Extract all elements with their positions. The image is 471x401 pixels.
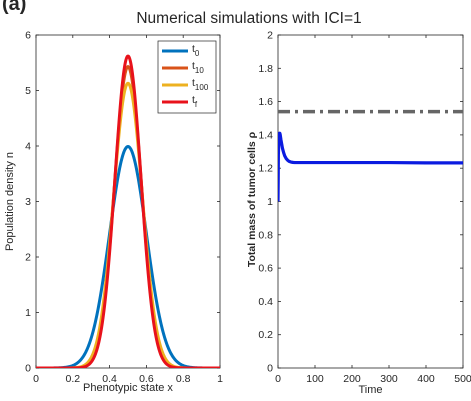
legend-label-subscript: 10 [195,66,204,75]
chart-0-xtick-label: 0.6 [139,373,154,385]
right-chart: 0 100 200 300 400 500 0 0.2 0.4 0.6 0.8 1 1.2 1.4 1.6 1… [246,30,471,397]
mass-line [278,131,463,202]
chart-1-ytick-label: 1.2 [258,163,273,175]
legend-label-t0: t0 [192,43,200,58]
chart-1-axes-box [277,34,464,369]
chart-0-ytick-label: 6 [25,30,31,42]
chart-1-ytick-label: 0 [267,363,273,375]
legend-label-base: t [192,77,195,89]
legend-label-t100: t100 [192,77,209,92]
legend-label-subscript: f [195,100,198,109]
legend-label-subscript: 0 [195,49,200,58]
series-line-t0 [36,145,220,368]
chart-0-ytick-label: 4 [25,141,31,153]
chart-0-xtick-label: 0.2 [65,373,80,385]
chart-0-xtick-label: 0.8 [176,373,191,385]
legend-label-tf: tf [192,94,198,109]
chart-1-xtick-label: 400 [417,373,435,385]
x-axis-label: Time [358,384,382,396]
chart-1-xtick-label: 300 [380,373,398,385]
chart-1-xtick-label: 500 [454,373,471,385]
chart-1-ytick-label: 1.6 [258,96,273,108]
legend-label-subscript: 100 [195,83,209,92]
chart-1-xtick-label: 200 [343,373,361,385]
legend-label-base: t [192,43,195,55]
legend-label-t10: t10 [192,60,204,75]
series-line-t100 [36,81,220,368]
chart-0-xtick-label: 0.4 [102,373,117,385]
legend-label-base: t [192,60,195,72]
chart-0-ytick-label: 0 [25,363,31,375]
chart-1-ytick-label: 0.8 [258,229,273,241]
figure-title: Numerical simulations with ICI=1 [136,10,361,27]
chart-0-xtick-label: 0 [33,373,39,385]
chart-1-xtick-label: 0 [275,373,281,385]
chart-0-ytick-label: 5 [25,85,31,97]
chart-0-xtick-label: 1 [217,373,223,385]
chart-1-ytick-label: 1.4 [258,129,273,141]
chart-1-ytick-label: 0.6 [258,263,273,275]
chart-1-xtick-label: 100 [306,373,324,385]
x-axis-label: Phenotypic state x [83,382,173,394]
chart-1-ytick-label: 0.2 [258,329,273,341]
chart-1-ytick-label: 0.4 [258,296,273,308]
series-line-tf [36,54,220,368]
legend-label-base: t [192,94,195,106]
chart-0-ytick-label: 3 [25,196,31,208]
panel-label: (a) [2,0,26,15]
chart-1-ytick-label: 1 [267,196,273,208]
y-axis-label: Population density n [4,152,16,251]
chart-0-ytick-label: 1 [25,307,31,319]
chart-0-ytick-label: 2 [25,252,31,264]
chart-1-ytick-label: 1.8 [258,63,273,75]
chart-1-ytick-label: 2 [267,30,273,42]
y-axis-label: Total mass of tumor cells ρ [246,131,258,267]
